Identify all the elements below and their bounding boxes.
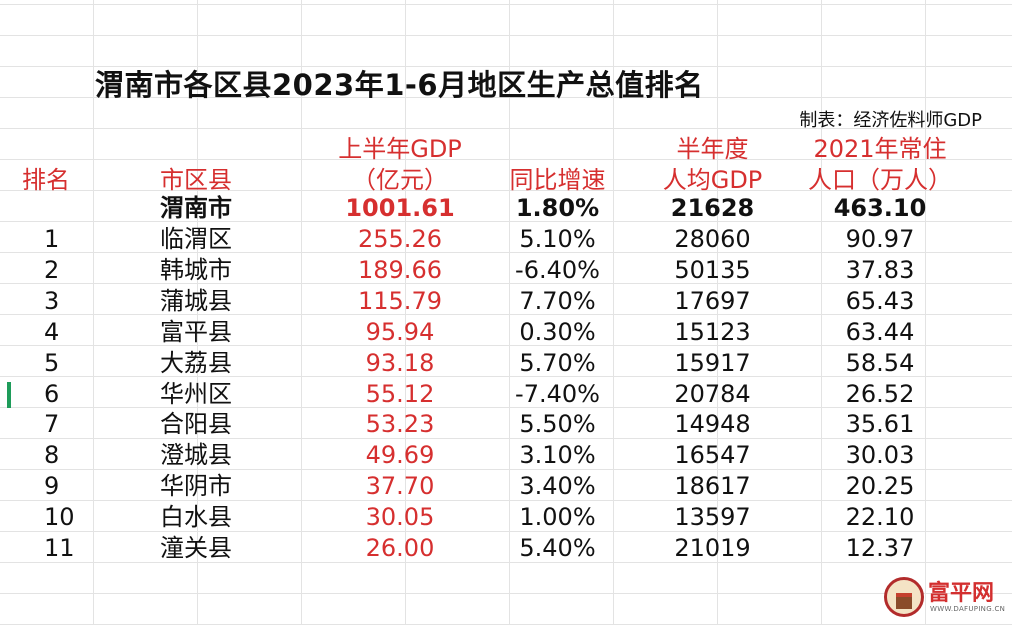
row-yoy: 5.10% [519,225,596,253]
header-gdp-line2: （亿元） [352,166,448,194]
header-gdp-line1: 上半年GDP [338,135,462,163]
row-population: 58.54 [845,348,915,377]
row-name: 临渭区 [160,225,232,253]
row-name: 澄城县 [160,441,232,470]
row-selection-marker [7,382,11,408]
row-yoy: 5.50% [519,410,596,439]
header-per-capita-line1: 半年度 [676,135,749,163]
row-yoy: 5.40% [519,534,596,562]
row-gdp: 95.94 [365,317,435,346]
row-per-capita: 18617 [674,472,751,501]
table-row: 8 澄城县 49.69 3.10% 16547 30.03 [0,440,1012,471]
row-gdp: 93.18 [365,348,435,377]
total-gdp: 1001.61 [345,194,455,222]
table-row: 5 大荔县 93.18 5.70% 15917 58.54 [0,348,1012,379]
row-population: 35.61 [845,410,915,439]
row-yoy: 5.70% [519,348,596,377]
row-name: 蒲城县 [160,286,232,315]
site-logo: 富平网 WWW.DAFUPING.CN [884,577,1006,621]
row-population: 63.44 [845,317,915,346]
row-yoy: -6.40% [515,255,600,284]
source-note: 制表：经济佐料师GDP [799,110,982,131]
table-row: 1 临渭区 255.26 5.10% 28060 90.97 [0,224,1012,255]
row-gdp: 55.12 [365,379,435,408]
row-gdp: 255.26 [358,225,442,253]
logo-emblem-icon [884,577,924,617]
table-row: 6 华州区 55.12 -7.40% 20784 26.52 [0,379,1012,410]
total-yoy: 1.80% [515,194,600,222]
row-per-capita: 20784 [674,379,751,408]
row-rank: 2 [44,255,60,284]
table-row: 10 白水县 30.05 1.00% 13597 22.10 [0,502,1012,533]
row-yoy: -7.40% [515,379,600,408]
row-gdp: 37.70 [365,472,435,501]
row-population: 20.25 [845,472,915,501]
row-yoy: 3.40% [519,472,596,501]
row-name: 韩城市 [160,255,232,284]
row-population: 12.37 [845,534,915,562]
header-population-line2: 人口（万人） [808,166,952,194]
row-population: 65.43 [845,286,915,315]
row-per-capita: 28060 [674,225,751,253]
logo-domain: WWW.DAFUPING.CN [930,605,1006,613]
row-per-capita: 16547 [674,441,751,470]
row-name: 华州区 [160,379,232,408]
row-population: 26.52 [845,379,915,408]
table-row: 3 蒲城县 115.79 7.70% 17697 65.43 [0,286,1012,317]
table-row: 4 富平县 95.94 0.30% 15123 63.44 [0,317,1012,348]
row-rank: 9 [44,472,60,501]
row-rank: 1 [44,225,60,253]
row-yoy: 1.00% [519,503,596,532]
table-row: 11 潼关县 26.00 5.40% 21019 12.37 [0,533,1012,564]
row-yoy: 0.30% [519,317,596,346]
row-gdp: 49.69 [365,441,435,470]
row-rank: 11 [44,534,75,562]
row-per-capita: 50135 [674,255,751,284]
row-rank: 6 [44,379,60,408]
row-name: 大荔县 [160,348,232,377]
row-name: 合阳县 [160,410,232,439]
row-gdp: 115.79 [358,286,442,315]
row-rank: 7 [44,410,60,439]
row-yoy: 3.10% [519,441,596,470]
header-population-line1: 2021年常住 [813,135,947,163]
table-row: 7 合阳县 53.23 5.50% 14948 35.61 [0,409,1012,440]
total-population: 463.10 [833,194,927,222]
table-row: 2 韩城市 189.66 -6.40% 50135 37.83 [0,255,1012,286]
row-gdp: 189.66 [358,255,442,284]
row-rank: 4 [44,317,60,346]
row-population: 22.10 [845,503,915,532]
row-per-capita: 13597 [674,503,751,532]
row-name: 潼关县 [160,534,232,562]
page-title: 渭南市各区县2023年1-6月地区生产总值排名 [95,68,704,102]
row-per-capita: 15123 [674,317,751,346]
total-name: 渭南市 [160,194,232,222]
header-rank: 排名 [22,166,70,194]
row-per-capita: 15917 [674,348,751,377]
row-rank: 3 [44,286,60,315]
row-name: 华阴市 [160,472,232,501]
row-rank: 10 [44,503,75,532]
header-name: 市区县 [160,166,232,194]
row-gdp: 53.23 [365,410,435,439]
row-gdp: 30.05 [365,503,435,532]
row-per-capita: 17697 [674,286,751,315]
row-population: 90.97 [845,225,915,253]
row-rank: 8 [44,441,60,470]
row-name: 白水县 [160,503,232,532]
total-row: 渭南市 1001.61 1.80% 21628 463.10 [0,193,1012,224]
header-per-capita-line2: 人均GDP [662,166,763,194]
row-per-capita: 21019 [674,534,751,562]
total-per-capita: 21628 [670,194,755,222]
table-row: 9 华阴市 37.70 3.40% 18617 20.25 [0,471,1012,502]
header-yoy: 同比增速 [509,166,606,194]
row-population: 37.83 [845,255,915,284]
row-yoy: 7.70% [519,286,596,315]
row-rank: 5 [44,348,60,377]
row-per-capita: 14948 [674,410,751,439]
row-population: 30.03 [845,441,915,470]
logo-name: 富平网 [928,580,995,606]
row-name: 富平县 [160,317,232,346]
row-gdp: 26.00 [365,534,435,562]
